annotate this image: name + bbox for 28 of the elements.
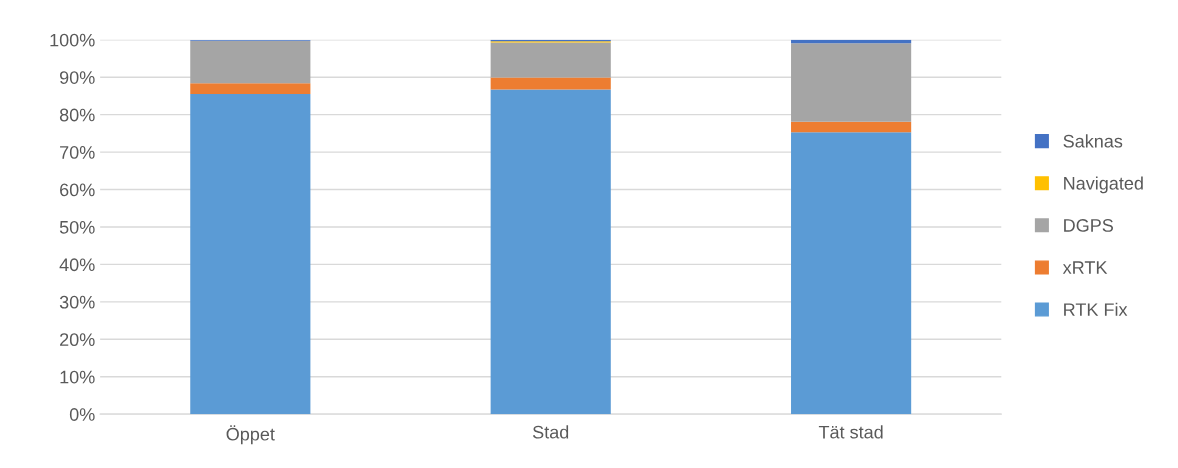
y-tick-label: 20% — [60, 333, 95, 347]
x-tick-label: Stad — [532, 425, 569, 439]
x-tick-label: Tät stad — [818, 425, 883, 439]
legend-label: Saknas — [1063, 134, 1123, 148]
y-tick-label: 40% — [59, 258, 95, 272]
bar — [490, 42, 611, 78]
legend-label: DGPS — [1064, 219, 1113, 232]
y-tick-label: 60% — [60, 183, 95, 197]
bar — [490, 77, 611, 90]
y-tick-label: 100% — [50, 33, 95, 47]
bar — [791, 43, 912, 122]
bar — [190, 94, 311, 415]
legend-label: xRTK — [1062, 261, 1108, 274]
y-tick-label: 50% — [59, 220, 95, 234]
x-tick-label: Öppet — [226, 425, 275, 445]
legend-label: RTK Fix — [1064, 302, 1128, 316]
y-tick-label: 10% — [60, 370, 95, 384]
y-tick-label: 90% — [59, 71, 95, 84]
legend-label: Navigated — [1064, 176, 1143, 194]
y-tick-label: 30% — [59, 295, 95, 309]
bar — [791, 132, 912, 415]
bar — [190, 83, 311, 95]
bar — [490, 89, 611, 415]
y-tick-label: 0% — [69, 408, 95, 421]
bar — [190, 40, 311, 84]
y-tick-label: 70% — [60, 146, 95, 159]
y-tick-label: 80% — [59, 108, 95, 122]
bar — [791, 121, 912, 133]
